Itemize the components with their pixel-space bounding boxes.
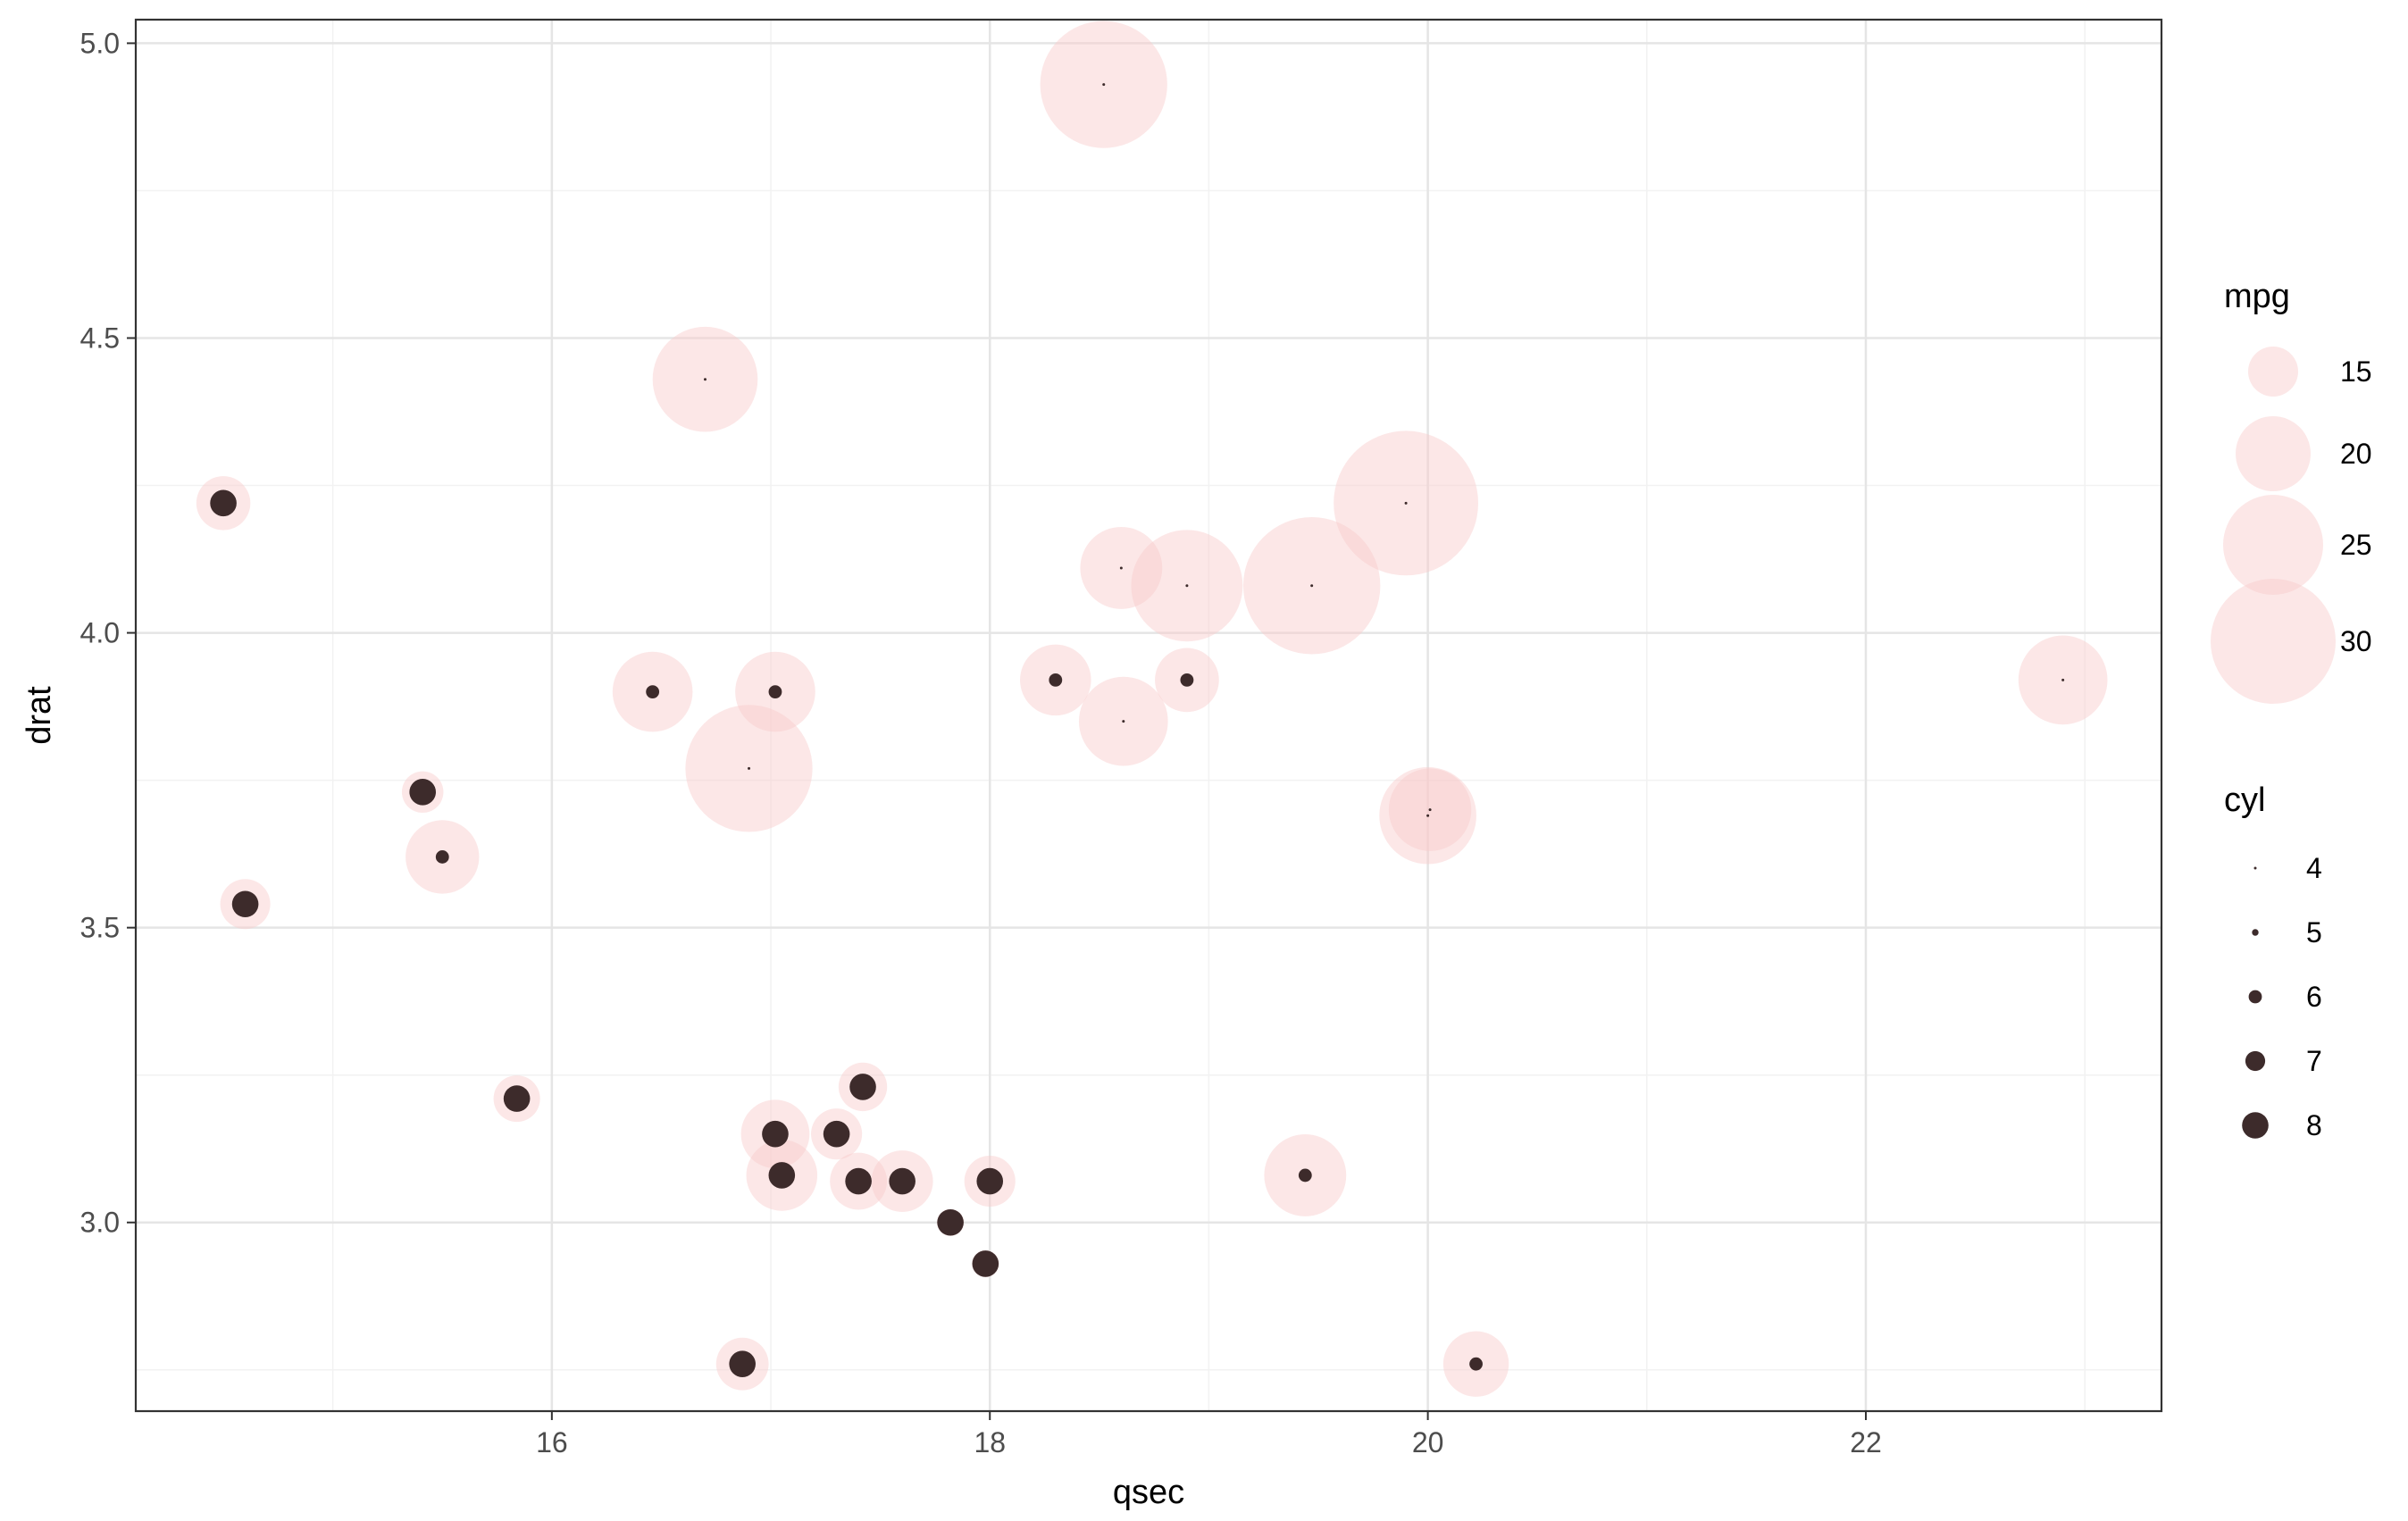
x-tick-label: 16 [536, 1426, 568, 1458]
minor-gridlines [136, 20, 2161, 1411]
cyl-point [768, 685, 782, 698]
cyl-point [976, 1167, 1004, 1195]
cyl-point [937, 1208, 964, 1236]
plot-panel [136, 20, 2161, 1411]
legend-mpg-label: 25 [2340, 529, 2372, 561]
panel-border [134, 18, 2163, 1413]
x-axis-title: qsec [1113, 1474, 1184, 1511]
legend-cyl-label: 4 [2306, 852, 2322, 884]
cyl-point [1469, 1357, 1483, 1371]
cyl-point [231, 890, 259, 918]
y-tick-label: 4.5 [80, 322, 120, 354]
y-axis-title: drat [21, 686, 58, 745]
cyl-point [1102, 83, 1106, 87]
cyl-point [409, 779, 436, 806]
legend-mpg-label: 15 [2340, 355, 2372, 388]
legend-mpg: 15 20 25 30 [2211, 347, 2372, 704]
y-tick-label: 4.0 [80, 617, 120, 649]
legend-title-cyl: cyl [2224, 781, 2265, 819]
legend-mpg-label: 20 [2340, 438, 2372, 470]
cyl-point [1298, 1168, 1312, 1183]
cyl-point [1122, 720, 1125, 723]
legend-mpg-key [2223, 495, 2323, 595]
cyl-point [1180, 673, 1194, 687]
cyl-point [2061, 678, 2065, 681]
cyl-point [1404, 501, 1408, 505]
legend-mpg-key [2236, 416, 2311, 491]
x-tick-label: 22 [1850, 1426, 1882, 1458]
cyl-point [503, 1085, 531, 1112]
cyl-point [762, 1120, 789, 1148]
cyl-point [823, 1120, 850, 1148]
legend-cyl-key [2248, 990, 2262, 1004]
cyl-point [646, 685, 660, 698]
y-tick-label: 5.0 [80, 27, 120, 59]
legend-cyl-key [2242, 1112, 2269, 1139]
legend-title-mpg: mpg [2224, 278, 2290, 315]
major-gridlines [136, 20, 2161, 1411]
cyl-point [845, 1167, 872, 1195]
legend-mpg-key [2211, 579, 2336, 704]
legend-cyl-label: 5 [2306, 916, 2322, 949]
legend-cyl-label: 7 [2306, 1045, 2322, 1077]
cyl-point [1428, 808, 1432, 812]
cyl-point [748, 766, 751, 770]
legend-cyl-key [2252, 929, 2259, 936]
cyl-point [1310, 584, 1314, 588]
legend-cyl-key [2253, 866, 2257, 870]
legend-cyl-label: 6 [2306, 981, 2322, 1013]
cyl-point [849, 1074, 876, 1100]
cyl-point [703, 378, 707, 381]
cyl-point [1426, 814, 1430, 817]
cyl-point [729, 1350, 756, 1377]
legend-cyl: 4 5 6 7 8 [2242, 852, 2322, 1141]
y-tick-label: 3.0 [80, 1207, 120, 1239]
cyl-points [210, 83, 2065, 1377]
cyl-point [1119, 566, 1123, 570]
y-tick-label: 3.5 [80, 912, 120, 944]
y-axis-ticks: 3.0 3.5 4.0 4.5 5.0 [80, 27, 136, 1239]
cyl-point [210, 489, 237, 517]
cyl-point [1049, 673, 1063, 687]
cyl-point [768, 1162, 796, 1189]
cyl-point [1185, 584, 1189, 588]
legend-mpg-label: 30 [2340, 625, 2372, 657]
legend-cyl-key [2245, 1050, 2266, 1072]
cyl-point [889, 1167, 916, 1195]
x-tick-label: 20 [1412, 1426, 1444, 1458]
x-tick-label: 18 [974, 1426, 1006, 1458]
legend-mpg-key [2248, 347, 2298, 397]
legend-cyl-label: 8 [2306, 1109, 2322, 1141]
cyl-point [435, 850, 449, 864]
x-axis-ticks: 16 18 20 22 [536, 1411, 1882, 1458]
legend: mpg 15 20 25 30 cyl 4 5 6 7 8 [2211, 278, 2372, 1141]
cyl-point [972, 1250, 999, 1277]
